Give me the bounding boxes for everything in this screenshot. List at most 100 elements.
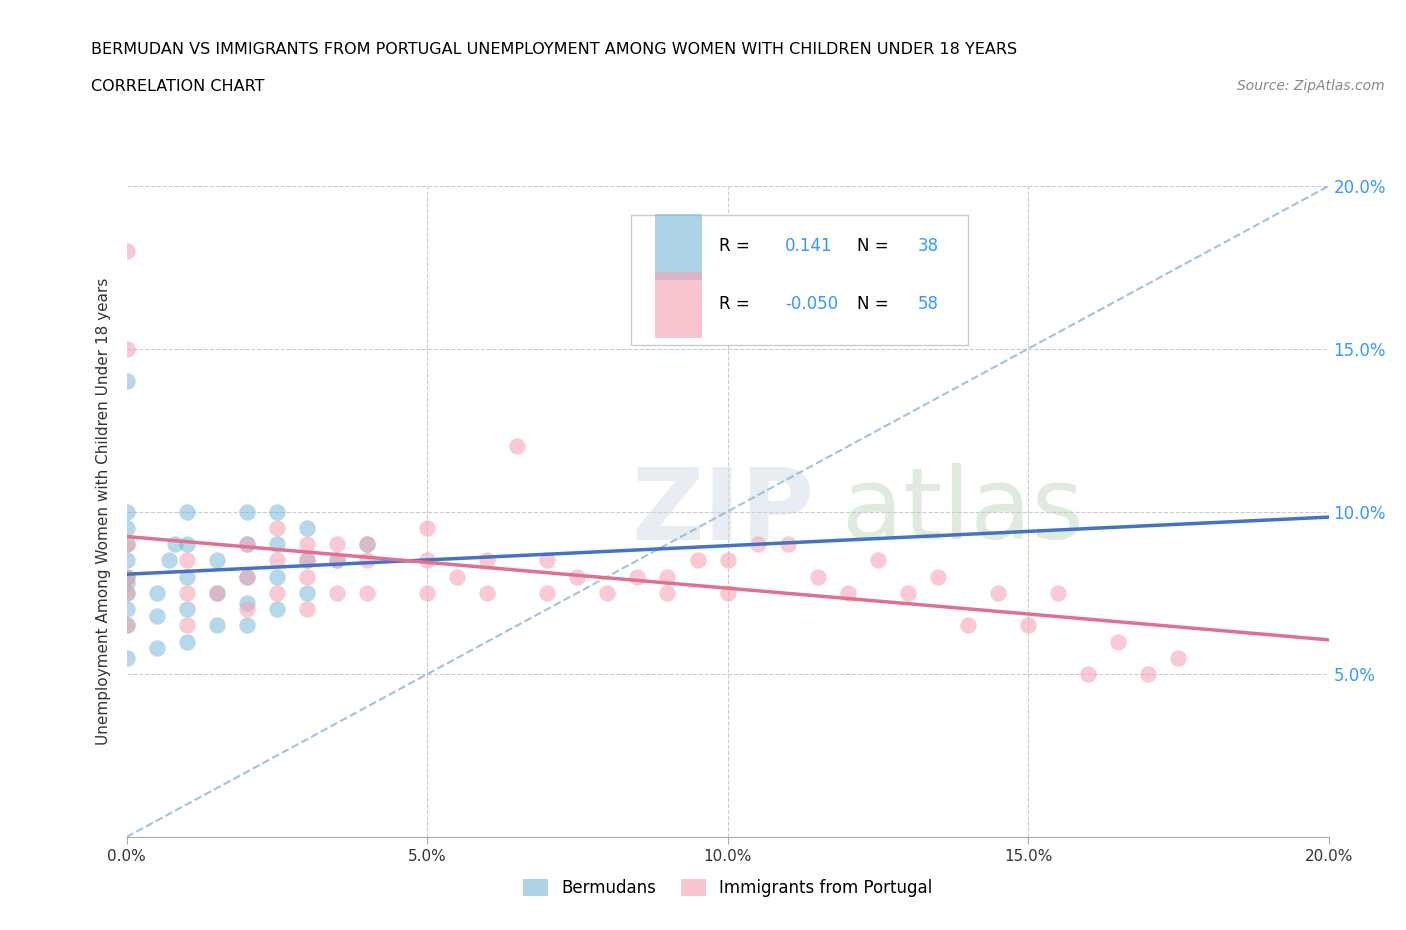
Point <box>266 537 288 551</box>
Point <box>295 537 318 551</box>
Text: atlas: atlas <box>842 463 1084 560</box>
Point <box>657 586 679 601</box>
Legend: Bermudans, Immigrants from Portugal: Bermudans, Immigrants from Portugal <box>516 872 939 904</box>
Point <box>176 553 198 568</box>
Point <box>326 553 349 568</box>
Point <box>506 439 529 454</box>
Y-axis label: Unemployment Among Women with Children Under 18 years: Unemployment Among Women with Children U… <box>96 278 111 745</box>
Point <box>1047 586 1070 601</box>
Point <box>176 586 198 601</box>
Point <box>145 641 167 656</box>
Point <box>235 569 259 584</box>
Point <box>235 595 259 610</box>
Point <box>176 634 198 649</box>
Point <box>1017 618 1039 633</box>
Point <box>657 569 679 584</box>
Point <box>115 374 138 389</box>
Point <box>266 504 288 519</box>
Point <box>807 569 830 584</box>
Point <box>1137 667 1160 682</box>
Point <box>536 586 558 601</box>
Point <box>145 586 167 601</box>
Point <box>567 569 589 584</box>
FancyBboxPatch shape <box>655 272 702 337</box>
Point <box>475 586 498 601</box>
Text: 38: 38 <box>918 237 939 256</box>
Point <box>475 553 498 568</box>
Point <box>416 553 439 568</box>
Point <box>235 504 259 519</box>
Point <box>326 537 349 551</box>
Point <box>295 521 318 536</box>
Text: 0.141: 0.141 <box>786 237 832 256</box>
Point <box>416 521 439 536</box>
Point <box>987 586 1010 601</box>
Text: CORRELATION CHART: CORRELATION CHART <box>91 79 264 94</box>
Point <box>205 618 228 633</box>
Point <box>295 602 318 617</box>
Point <box>115 618 138 633</box>
Point <box>176 602 198 617</box>
Point <box>115 569 138 584</box>
Point <box>1107 634 1129 649</box>
Text: N =: N = <box>858 237 889 256</box>
Text: -0.050: -0.050 <box>786 296 838 313</box>
Point <box>205 586 228 601</box>
Point <box>115 576 138 591</box>
Point <box>115 602 138 617</box>
Point <box>145 608 167 623</box>
Point <box>716 553 740 568</box>
Point <box>416 586 439 601</box>
Point <box>115 651 138 666</box>
Point <box>115 521 138 536</box>
Point <box>295 586 318 601</box>
Point <box>295 553 318 568</box>
Point <box>356 537 378 551</box>
Point <box>1077 667 1099 682</box>
Point <box>235 618 259 633</box>
Point <box>927 569 949 584</box>
Point <box>295 553 318 568</box>
Point <box>686 553 709 568</box>
Point <box>205 586 228 601</box>
Text: N =: N = <box>858 296 889 313</box>
Point <box>115 586 138 601</box>
Text: 58: 58 <box>918 296 939 313</box>
Point <box>266 521 288 536</box>
Point <box>205 553 228 568</box>
FancyBboxPatch shape <box>631 216 967 346</box>
Point <box>446 569 468 584</box>
Point <box>235 602 259 617</box>
Point <box>626 569 648 584</box>
Point <box>356 537 378 551</box>
Point <box>536 553 558 568</box>
Point <box>115 537 138 551</box>
Point <box>266 602 288 617</box>
Point <box>115 244 138 259</box>
Point <box>235 537 259 551</box>
Point <box>295 569 318 584</box>
Point <box>266 586 288 601</box>
Point <box>176 537 198 551</box>
Point <box>716 586 740 601</box>
Point <box>356 553 378 568</box>
Point <box>596 586 619 601</box>
Point <box>776 537 799 551</box>
Text: ZIP: ZIP <box>631 463 814 560</box>
Point <box>837 586 859 601</box>
Point <box>115 537 138 551</box>
Point <box>326 553 349 568</box>
Point <box>115 553 138 568</box>
Point <box>1167 651 1189 666</box>
Point <box>115 504 138 519</box>
Text: R =: R = <box>720 296 749 313</box>
Point <box>115 618 138 633</box>
Point <box>176 504 198 519</box>
Text: R =: R = <box>720 237 749 256</box>
Point <box>115 341 138 356</box>
Point <box>115 569 138 584</box>
Point <box>115 586 138 601</box>
Point <box>866 553 889 568</box>
Point <box>266 569 288 584</box>
Point <box>747 537 769 551</box>
